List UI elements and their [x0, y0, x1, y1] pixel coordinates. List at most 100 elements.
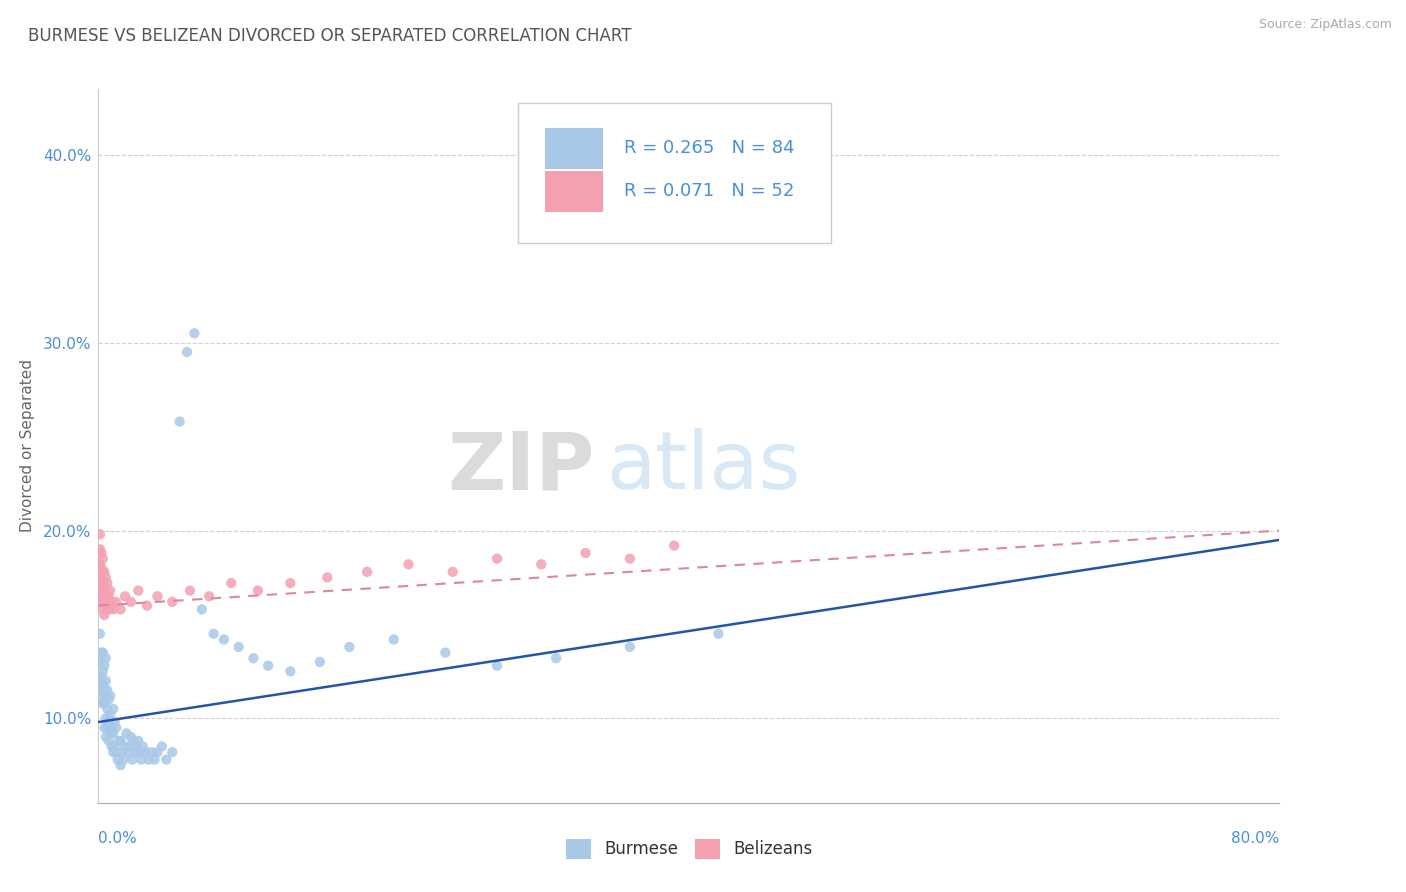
Point [94, 730, 117, 744]
Point [98, 599, 121, 613]
Point [91, 551, 114, 566]
Point [110, 602, 132, 616]
FancyBboxPatch shape [546, 170, 603, 212]
Text: ZIP: ZIP [447, 428, 595, 507]
Point [278, 576, 302, 591]
Point [96, 721, 118, 735]
Text: atlas: atlas [606, 428, 800, 507]
Point [94, 583, 117, 598]
Point [120, 595, 142, 609]
Point [146, 589, 169, 603]
Point [103, 745, 125, 759]
Point [278, 665, 302, 679]
Point [132, 739, 155, 754]
Point [169, 415, 191, 429]
Point [129, 753, 152, 767]
Point [176, 345, 198, 359]
Text: R = 0.265   N = 84: R = 0.265 N = 84 [624, 139, 794, 157]
Point [112, 753, 135, 767]
Point [93, 565, 115, 579]
Point [94, 673, 117, 688]
Point [100, 595, 122, 609]
Point [89, 558, 111, 572]
Point [91, 565, 114, 579]
Text: 80.0%: 80.0% [1232, 831, 1279, 847]
Point [90, 683, 112, 698]
Point [257, 658, 280, 673]
Point [125, 739, 148, 754]
Point [242, 651, 264, 665]
Point [115, 726, 138, 740]
Point [105, 721, 128, 735]
Point [114, 739, 136, 754]
Point [117, 745, 139, 759]
FancyBboxPatch shape [546, 128, 603, 169]
Point [96, 602, 118, 616]
Point [619, 640, 641, 654]
Point [91, 665, 114, 679]
Point [96, 702, 118, 716]
Point [90, 546, 112, 560]
Point [146, 745, 169, 759]
Point [93, 595, 115, 609]
Point [97, 692, 120, 706]
Point [141, 745, 163, 759]
Point [94, 711, 117, 725]
Point [91, 689, 114, 703]
Point [530, 558, 553, 572]
Y-axis label: Divorced or Separated: Divorced or Separated [20, 359, 35, 533]
Point [316, 570, 339, 584]
Point [155, 753, 177, 767]
Point [127, 583, 149, 598]
Point [619, 551, 641, 566]
Point [103, 702, 125, 716]
Point [309, 655, 332, 669]
Point [89, 655, 111, 669]
Point [96, 589, 118, 603]
Point [143, 753, 166, 767]
Point [93, 696, 115, 710]
Point [90, 576, 112, 591]
Point [434, 646, 457, 660]
Point [183, 326, 205, 341]
Point [122, 734, 145, 748]
Point [89, 673, 111, 688]
Point [90, 646, 112, 660]
Point [136, 599, 159, 613]
Point [97, 714, 120, 729]
Point [337, 640, 360, 654]
Point [103, 602, 125, 616]
Point [96, 683, 118, 698]
Point [138, 753, 160, 767]
Point [105, 745, 128, 759]
Point [162, 595, 183, 609]
Point [94, 651, 117, 665]
Point [93, 721, 115, 735]
Point [202, 627, 225, 641]
Point [91, 602, 114, 616]
Point [89, 527, 111, 541]
Point [382, 632, 405, 647]
Point [664, 539, 686, 553]
Point [396, 558, 419, 572]
Point [219, 576, 242, 591]
Point [212, 632, 235, 647]
Point [107, 753, 129, 767]
Point [162, 745, 183, 759]
Point [111, 745, 134, 759]
Point [90, 670, 112, 684]
Point [135, 745, 157, 759]
Point [93, 580, 115, 594]
Point [120, 730, 142, 744]
Point [94, 692, 117, 706]
Point [89, 570, 111, 584]
Point [91, 580, 114, 594]
Point [110, 758, 132, 772]
Point [91, 646, 114, 660]
Point [91, 589, 114, 603]
Point [90, 595, 112, 609]
Point [104, 739, 127, 754]
Point [96, 576, 118, 591]
Point [108, 734, 131, 748]
Point [228, 640, 250, 654]
